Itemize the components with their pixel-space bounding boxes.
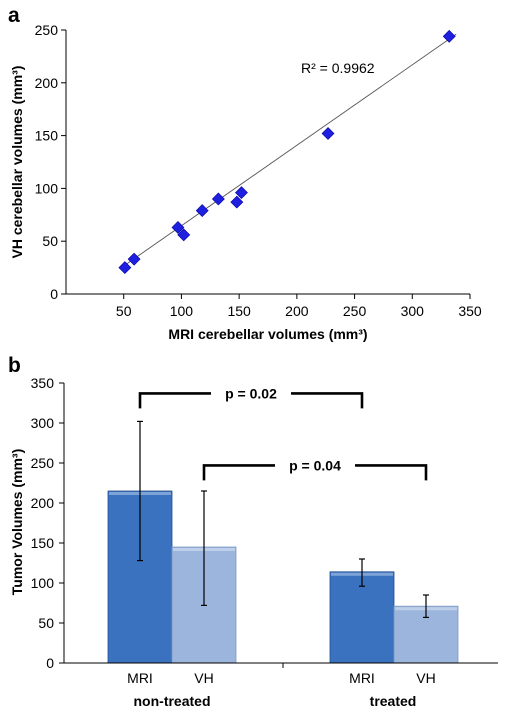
scatter-panel: a 0 50 100 150 200 250 50 100 150 200 250 300 350 R… <box>8 4 482 342</box>
error-bars <box>137 420 429 619</box>
fit-line <box>121 33 457 268</box>
data-point <box>177 228 191 242</box>
panel-a-label: a <box>8 4 20 27</box>
y-tick-label: 100 <box>35 180 59 196</box>
group-label-treated: treated <box>370 693 417 709</box>
y-tick-label: 50 <box>38 615 54 631</box>
data-point <box>230 195 244 209</box>
scatter-x-ticks: 50 100 150 200 250 300 350 <box>116 294 482 319</box>
bar-y-ticks: 0 50 100 150 200 250 300 350 <box>31 375 64 671</box>
x-tick-label: 250 <box>343 303 367 319</box>
y-tick-label: 0 <box>46 655 54 671</box>
data-point <box>127 252 141 266</box>
data-point <box>321 127 335 140</box>
y-tick-label: 150 <box>35 128 59 144</box>
bars <box>107 490 459 664</box>
data-point <box>235 186 248 200</box>
panel-b-label: b <box>8 354 21 377</box>
y-tick-label: 200 <box>35 75 59 91</box>
bar-label: MRI <box>349 670 375 686</box>
y-tick-label: 50 <box>42 233 58 249</box>
scatter-points <box>118 29 456 275</box>
x-tick-label: 350 <box>458 303 482 319</box>
data-point <box>171 221 185 234</box>
x-tick-label: 200 <box>285 303 309 319</box>
y-tick-label: 100 <box>31 575 55 591</box>
y-tick-label: 300 <box>31 415 55 431</box>
y-tick-label: 200 <box>31 495 55 511</box>
data-point <box>211 192 225 206</box>
scatter-y-ticks: 0 50 100 150 200 250 <box>35 22 66 302</box>
r-squared-annotation: R² = 0.9962 <box>301 60 375 76</box>
bar-label: VH <box>194 670 213 686</box>
x-tick-label: 100 <box>170 303 194 319</box>
y-tick-label: 250 <box>31 455 55 471</box>
bar-label: VH <box>416 670 435 686</box>
bar-panel: b 0 50 100 150 200 250 300 350 MRI VH MRI VH non-t… <box>8 354 498 709</box>
bar-y-axis-label: Tumor Volumes (mm³) <box>9 449 25 596</box>
y-tick-label: 250 <box>35 22 59 38</box>
bar-labels: MRI VH MRI VH <box>127 670 436 686</box>
y-tick-label: 150 <box>31 535 55 551</box>
data-point <box>118 261 132 275</box>
y-tick-label: 350 <box>31 375 55 391</box>
data-point <box>442 29 456 43</box>
x-tick-label: 50 <box>116 303 132 319</box>
x-tick-label: 150 <box>227 303 251 319</box>
bracket <box>138 392 364 409</box>
scatter-x-axis-label: MRI cerebellar volumes (mm³) <box>168 326 367 342</box>
bar-label: MRI <box>127 670 153 686</box>
group-label-non-treated: non-treated <box>134 693 211 709</box>
bar <box>329 571 395 664</box>
p-value-label: p = 0.04 <box>289 457 341 473</box>
bracket <box>202 464 428 481</box>
x-tick-label: 300 <box>401 303 425 319</box>
p-value-label: p = 0.02 <box>225 385 277 401</box>
scatter-y-axis-label: VH cerebellar volumes (mm³) <box>9 66 25 259</box>
significance-brackets: p = 0.02 p = 0.04 <box>138 385 428 481</box>
data-point <box>195 204 209 218</box>
y-tick-label: 0 <box>50 286 58 302</box>
